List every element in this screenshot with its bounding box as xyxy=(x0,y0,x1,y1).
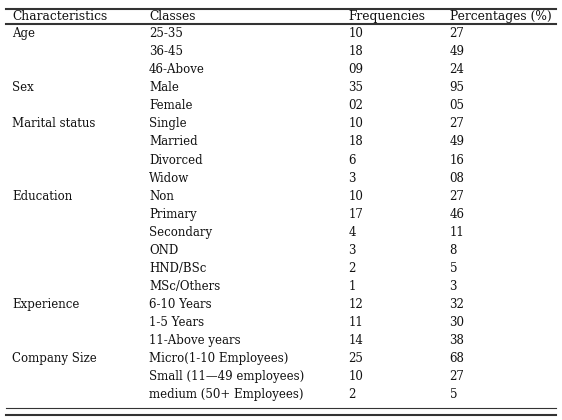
Text: 36-45: 36-45 xyxy=(149,45,183,58)
Text: 3: 3 xyxy=(450,280,457,293)
Text: 27: 27 xyxy=(450,370,464,383)
Text: OND: OND xyxy=(149,244,178,257)
Text: 11: 11 xyxy=(348,316,363,329)
Text: 10: 10 xyxy=(348,27,363,40)
Text: Experience: Experience xyxy=(12,298,80,311)
Text: Classes: Classes xyxy=(149,10,196,23)
Text: 09: 09 xyxy=(348,63,364,76)
Text: 12: 12 xyxy=(348,298,363,311)
Text: 2: 2 xyxy=(348,388,356,401)
Text: 6: 6 xyxy=(348,154,356,166)
Text: Age: Age xyxy=(12,27,35,40)
Text: Percentages (%): Percentages (%) xyxy=(450,10,551,23)
Text: Company Size: Company Size xyxy=(12,352,97,365)
Text: 27: 27 xyxy=(450,118,464,130)
Text: Divorced: Divorced xyxy=(149,154,202,166)
Text: 5: 5 xyxy=(450,388,457,401)
Text: 46: 46 xyxy=(450,208,465,221)
Text: 49: 49 xyxy=(450,45,465,58)
Text: Characteristics: Characteristics xyxy=(12,10,107,23)
Text: Married: Married xyxy=(149,136,198,148)
Text: 10: 10 xyxy=(348,190,363,202)
Text: 05: 05 xyxy=(450,100,465,112)
Text: 30: 30 xyxy=(450,316,465,329)
Text: 38: 38 xyxy=(450,334,464,347)
Text: 18: 18 xyxy=(348,136,363,148)
Text: 49: 49 xyxy=(450,136,465,148)
Text: Male: Male xyxy=(149,81,179,94)
Text: 08: 08 xyxy=(450,172,464,184)
Text: 25-35: 25-35 xyxy=(149,27,183,40)
Text: MSc/Others: MSc/Others xyxy=(149,280,220,293)
Text: Widow: Widow xyxy=(149,172,189,184)
Text: 1-5 Years: 1-5 Years xyxy=(149,316,204,329)
Text: 11-Above years: 11-Above years xyxy=(149,334,241,347)
Text: 16: 16 xyxy=(450,154,464,166)
Text: 95: 95 xyxy=(450,81,465,94)
Text: 68: 68 xyxy=(450,352,464,365)
Text: 18: 18 xyxy=(348,45,363,58)
Text: Non: Non xyxy=(149,190,174,202)
Text: 2: 2 xyxy=(348,262,356,275)
Text: 3: 3 xyxy=(348,244,356,257)
Text: 17: 17 xyxy=(348,208,363,221)
Text: 25: 25 xyxy=(348,352,363,365)
Text: 1: 1 xyxy=(348,280,356,293)
Text: Micro(1-10 Employees): Micro(1-10 Employees) xyxy=(149,352,288,365)
Text: 24: 24 xyxy=(450,63,464,76)
Text: Secondary: Secondary xyxy=(149,226,212,239)
Text: 10: 10 xyxy=(348,118,363,130)
Text: 27: 27 xyxy=(450,27,464,40)
Text: 11: 11 xyxy=(450,226,464,239)
Text: 27: 27 xyxy=(450,190,464,202)
Text: Marital status: Marital status xyxy=(12,118,96,130)
Text: 14: 14 xyxy=(348,334,363,347)
Text: Single: Single xyxy=(149,118,187,130)
Text: medium (50+ Employees): medium (50+ Employees) xyxy=(149,388,303,401)
Text: Education: Education xyxy=(12,190,72,202)
Text: 5: 5 xyxy=(450,262,457,275)
Text: Female: Female xyxy=(149,100,192,112)
Text: 32: 32 xyxy=(450,298,464,311)
Text: 3: 3 xyxy=(348,172,356,184)
Text: 4: 4 xyxy=(348,226,356,239)
Text: HND/BSc: HND/BSc xyxy=(149,262,206,275)
Text: Primary: Primary xyxy=(149,208,197,221)
Text: 6-10 Years: 6-10 Years xyxy=(149,298,211,311)
Text: 46-Above: 46-Above xyxy=(149,63,205,76)
Text: Small (11—49 employees): Small (11—49 employees) xyxy=(149,370,304,383)
Text: 35: 35 xyxy=(348,81,364,94)
Text: 8: 8 xyxy=(450,244,457,257)
Text: Sex: Sex xyxy=(12,81,34,94)
Text: 02: 02 xyxy=(348,100,363,112)
Text: Frequencies: Frequencies xyxy=(348,10,425,23)
Text: 10: 10 xyxy=(348,370,363,383)
